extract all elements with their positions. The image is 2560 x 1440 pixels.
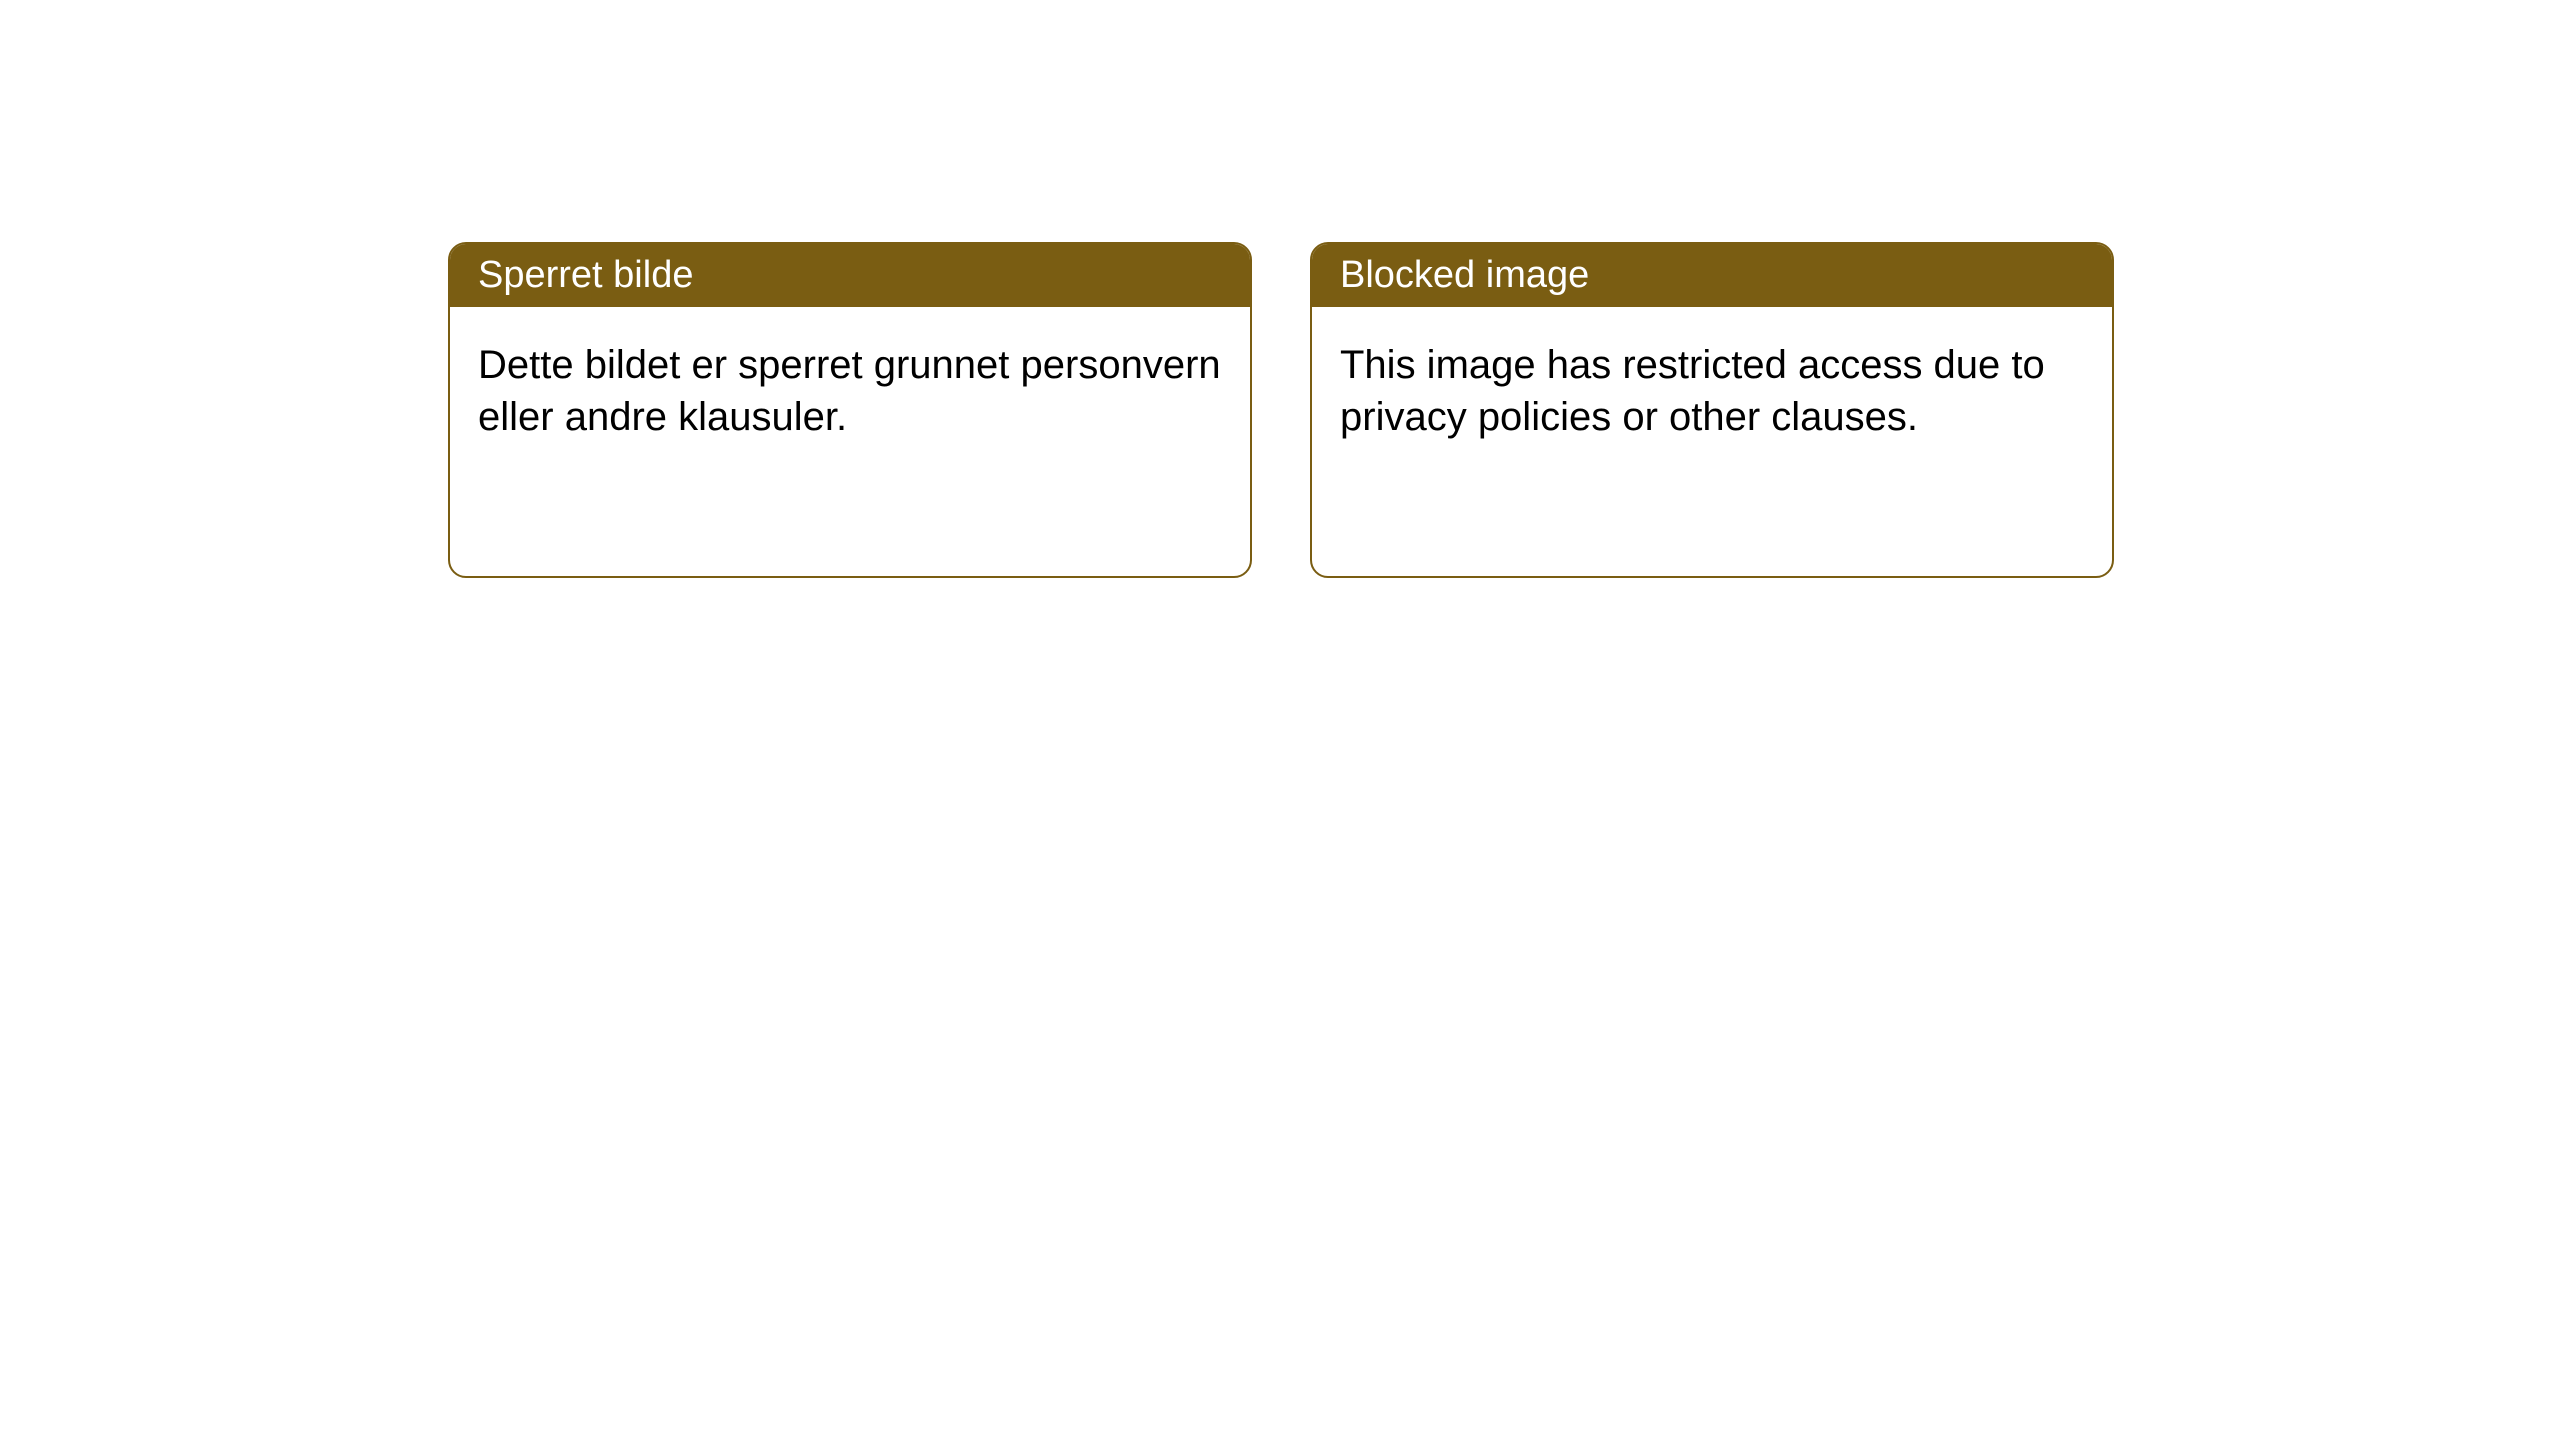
card-title: Sperret bilde bbox=[478, 254, 693, 296]
blocked-image-card-en: Blocked image This image has restricted … bbox=[1310, 242, 2114, 578]
blocked-image-card-no: Sperret bilde Dette bildet er sperret gr… bbox=[448, 242, 1252, 578]
card-title: Blocked image bbox=[1340, 254, 1589, 296]
card-body: This image has restricted access due to … bbox=[1312, 307, 2112, 475]
card-body-text: This image has restricted access due to … bbox=[1340, 343, 2045, 439]
card-header: Blocked image bbox=[1312, 244, 2112, 307]
card-header: Sperret bilde bbox=[450, 244, 1250, 307]
card-body-text: Dette bildet er sperret grunnet personve… bbox=[478, 343, 1221, 439]
cards-container: Sperret bilde Dette bildet er sperret gr… bbox=[0, 0, 2560, 578]
card-body: Dette bildet er sperret grunnet personve… bbox=[450, 307, 1250, 475]
